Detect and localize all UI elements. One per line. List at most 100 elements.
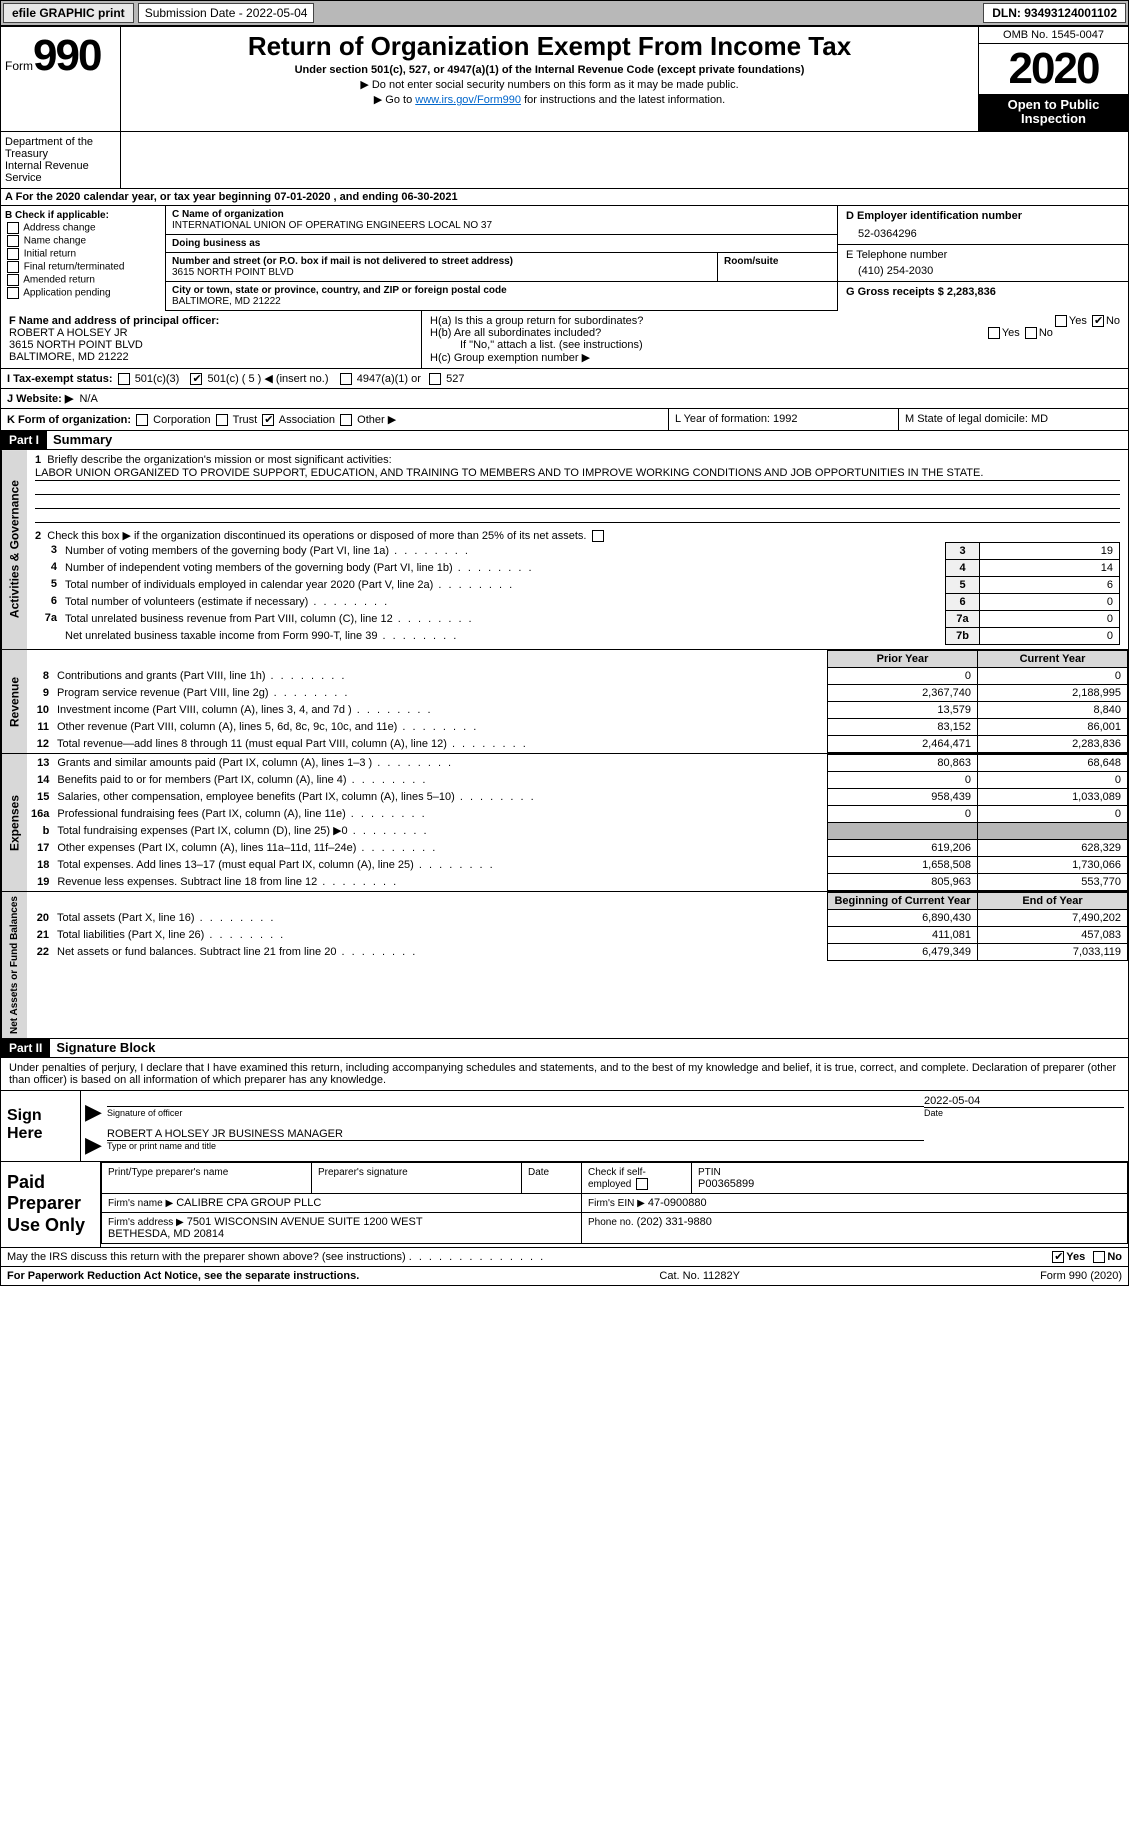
paid-preparer-label: Paid Preparer Use Only — [1, 1162, 101, 1247]
cb-assoc[interactable]: Association — [279, 414, 335, 426]
cb-527[interactable]: 527 — [446, 373, 464, 385]
section-expenses: Expenses 13Grants and similar amounts pa… — [0, 754, 1129, 892]
part1-badge: Part I — [1, 431, 47, 449]
vlabel-net: Net Assets or Fund Balances — [1, 892, 27, 1038]
cb-final-return[interactable]: Final return/terminated — [5, 261, 161, 273]
note2-post: for instructions and the latest informat… — [521, 94, 725, 106]
m-state: M State of legal domicile: MD — [898, 409, 1128, 430]
fin-row: 22Net assets or fund balances. Subtract … — [27, 943, 1128, 960]
cb-other[interactable]: Other ▶ — [357, 414, 396, 426]
form-word: Form — [5, 59, 33, 73]
i-label: I Tax-exempt status: — [7, 373, 113, 385]
prep-name-label: Print/Type preparer's name — [108, 1167, 228, 1178]
th-end: End of Year — [978, 892, 1128, 909]
cb-4947[interactable]: 4947(a)(1) or — [357, 373, 421, 385]
form-subtitle: Under section 501(c), 527, or 4947(a)(1)… — [129, 64, 970, 76]
preparer-grid: Paid Preparer Use Only Print/Type prepar… — [1, 1161, 1128, 1247]
fin-row: 20Total assets (Part X, line 16)6,890,43… — [27, 909, 1128, 926]
website-value: N/A — [79, 393, 97, 405]
top-bar: efile GRAPHIC print Submission Date - 20… — [0, 0, 1129, 26]
officer-row: F Name and address of principal officer:… — [0, 311, 1129, 369]
cb-501c3[interactable]: 501(c)(3) — [135, 373, 180, 385]
section-net-assets: Net Assets or Fund Balances Beginning of… — [0, 892, 1129, 1039]
net-assets-table: Beginning of Current Year End of Year 20… — [27, 892, 1128, 961]
entity-block: B Check if applicable: Address change Na… — [0, 206, 1129, 311]
website-row: J Website: ▶ N/A — [0, 389, 1129, 409]
fin-row: 10Investment income (Part VIII, column (… — [27, 701, 1128, 718]
cb-501c[interactable]: 501(c) ( 5 ) ◀ (insert no.) — [208, 373, 329, 385]
preparer-table: Print/Type preparer's name Preparer's si… — [101, 1162, 1128, 1244]
sign-here-grid: Sign Here ▶ Signature of officer 2022-05… — [1, 1090, 1128, 1161]
gov-row: 7aTotal unrelated business revenue from … — [35, 610, 1120, 627]
hb-row: H(b) Are all subordinates included? Yes … — [430, 327, 1120, 339]
city-label: City or town, state or province, country… — [172, 285, 831, 296]
part2-title: Signature Block — [50, 1040, 155, 1055]
d-label: D Employer identification number — [846, 210, 1120, 222]
part2-badge: Part II — [1, 1039, 50, 1057]
fin-row: 21Total liabilities (Part X, line 26)411… — [27, 926, 1128, 943]
cb-discuss-no[interactable] — [1093, 1251, 1105, 1263]
footer: For Paperwork Reduction Act Notice, see … — [0, 1267, 1129, 1286]
cb-name-change[interactable]: Name change — [5, 235, 161, 247]
gov-row: 5Total number of individuals employed in… — [35, 576, 1120, 593]
sig-date-label: Date — [924, 1108, 1124, 1118]
fin-row: 19Revenue less expenses. Subtract line 1… — [27, 873, 1128, 890]
cb-discuss-yes[interactable] — [1052, 1251, 1064, 1263]
city-value: BALTIMORE, MD 21222 — [172, 296, 831, 307]
phone: (410) 254-2030 — [846, 261, 1120, 277]
discuss-text: May the IRS discuss this return with the… — [7, 1251, 406, 1263]
efile-print-button[interactable]: efile GRAPHIC print — [3, 3, 134, 23]
th-prior: Prior Year — [828, 650, 978, 667]
cb-address-change[interactable]: Address change — [5, 222, 161, 234]
prep-self-employed[interactable]: Check if self-employed — [588, 1167, 650, 1190]
form-ref: Form 990 (2020) — [1040, 1270, 1122, 1282]
gov-row: Net unrelated business taxable income fr… — [35, 627, 1120, 644]
year-cell: OMB No. 1545-0047 2020 Open to Public In… — [978, 27, 1128, 131]
dln: DLN: 93493124001102 — [983, 3, 1126, 23]
l-year-formation: L Year of formation: 1992 — [668, 409, 898, 430]
officer-name: ROBERT A HOLSEY JR — [9, 327, 413, 339]
vlabel-expenses: Expenses — [1, 754, 27, 891]
catalog-no: Cat. No. 11282Y — [659, 1270, 740, 1282]
box-b-header: B Check if applicable: — [5, 210, 161, 221]
open-to-public: Open to Public Inspection — [979, 94, 1128, 131]
line2-text: Check this box ▶ if the organization dis… — [47, 530, 586, 542]
street-value: 3615 NORTH POINT BLVD — [172, 267, 711, 278]
governance-table: 3Number of voting members of the governi… — [35, 542, 1120, 645]
name-block: C Name of organization INTERNATIONAL UNI… — [166, 206, 838, 311]
fin-row: 11Other revenue (Part VIII, column (A), … — [27, 718, 1128, 735]
right-col: D Employer identification number 52-0364… — [838, 206, 1128, 311]
section-revenue: Revenue Prior Year Current Year 8Contrib… — [0, 650, 1129, 754]
sig-arrow-icon: ▶ — [85, 1105, 107, 1118]
expenses-table: 13Grants and similar amounts paid (Part … — [27, 754, 1128, 891]
hc-row: H(c) Group exemption number ▶ — [430, 351, 1120, 364]
cb-initial-return[interactable]: Initial return — [5, 248, 161, 260]
prep-sig-label: Preparer's signature — [318, 1167, 408, 1178]
dba-label: Doing business as — [172, 238, 831, 249]
fin-row: 13Grants and similar amounts paid (Part … — [27, 754, 1128, 771]
fin-row: 16aProfessional fundraising fees (Part I… — [27, 805, 1128, 822]
cb-application-pending[interactable]: Application pending — [5, 287, 161, 299]
fin-row: 12Total revenue—add lines 8 through 11 (… — [27, 735, 1128, 752]
title-cell: Return of Organization Exempt From Incom… — [121, 27, 978, 131]
cb-discontinued[interactable] — [592, 530, 604, 542]
instructions-link[interactable]: www.irs.gov/Form990 — [415, 94, 521, 106]
omb-number: OMB No. 1545-0047 — [979, 27, 1128, 44]
part2-header: Part II Signature Block — [0, 1039, 1129, 1058]
fin-row: 18Total expenses. Add lines 13–17 (must … — [27, 856, 1128, 873]
th-beginning: Beginning of Current Year — [828, 892, 978, 909]
firm-ein: 47-0900880 — [648, 1197, 707, 1209]
ein: 52-0364296 — [846, 222, 1120, 240]
submission-date: Submission Date - 2022-05-04 — [138, 3, 315, 23]
k-label: K Form of organization: — [7, 414, 131, 426]
form-note2: ▶ Go to www.irs.gov/Form990 for instruct… — [129, 93, 970, 106]
sig-arrow2-icon: ▶ — [85, 1138, 107, 1151]
gov-row: 6Total number of volunteers (estimate if… — [35, 593, 1120, 610]
cb-trust[interactable]: Trust — [233, 414, 258, 426]
cb-corp[interactable]: Corporation — [153, 414, 210, 426]
tax-year: 2020 — [979, 44, 1128, 94]
g-gross-receipts: G Gross receipts $ 2,283,836 — [846, 286, 1120, 298]
department: Department of the Treasury Internal Reve… — [1, 132, 121, 188]
officer-addr1: 3615 NORTH POINT BLVD — [9, 339, 413, 351]
cb-amended-return[interactable]: Amended return — [5, 274, 161, 286]
